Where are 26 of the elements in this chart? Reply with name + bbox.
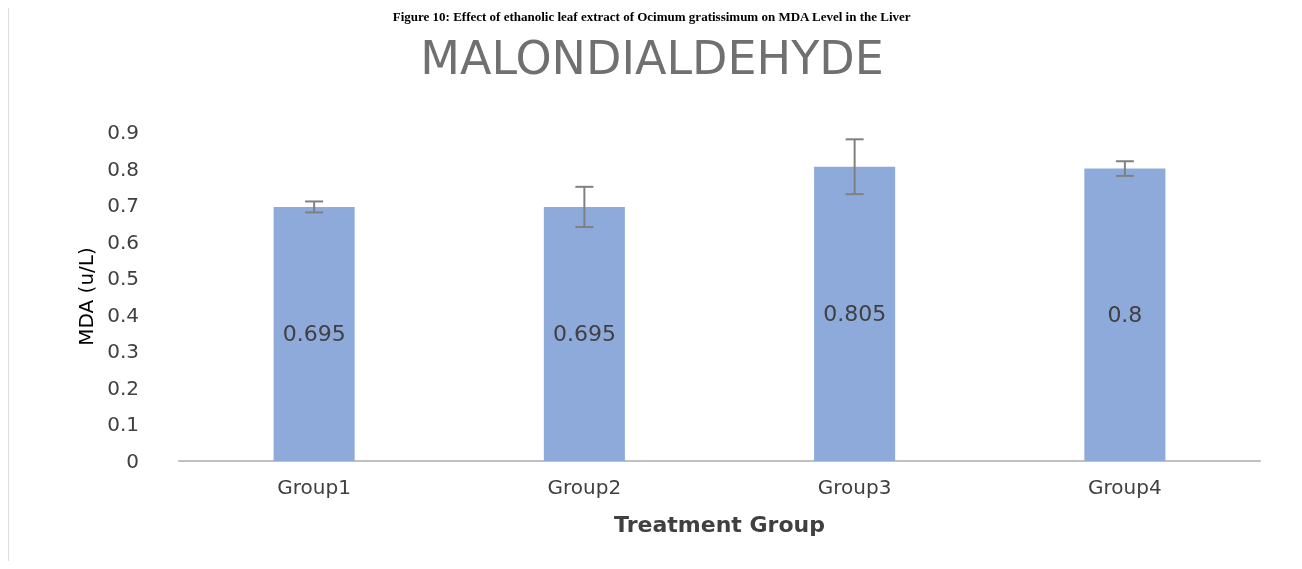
y-tick-label: 0.9: [107, 120, 139, 144]
caption: Figure 10: Effect of ethanolic leaf extract of Ocimum gratissimum on MDA Level in the Liver: [392, 9, 911, 24]
bar: [273, 206, 355, 461]
x-tick-label: Group2: [547, 475, 622, 499]
bar: [543, 206, 625, 461]
y-tick-label: 0.4: [107, 302, 139, 327]
y-axis-title: MDA (u/L): [74, 247, 99, 346]
y-tick-label: 0.2: [107, 375, 139, 400]
data-label: 0.8: [1107, 302, 1143, 328]
y-tick-label: 0.6: [107, 229, 139, 254]
bar: [814, 166, 896, 461]
x-tick-label: Group1: [277, 475, 351, 499]
x-tick-label: Group3: [817, 475, 892, 499]
data-label: 0.695: [282, 321, 346, 347]
y-tick-label: 0.5: [107, 266, 139, 291]
y-tick-label: 0.7: [107, 193, 139, 218]
chart-title: MALONDIALDEHYDE: [420, 31, 884, 85]
y-tick-label: 0.3: [107, 339, 139, 364]
data-label: 0.695: [552, 321, 616, 347]
y-tick-label: 0.1: [107, 412, 139, 437]
y-tick-label: 0.8: [107, 156, 139, 181]
y-tick-label: 0: [126, 449, 139, 473]
data-label: 0.805: [823, 301, 887, 327]
bar: [1084, 168, 1166, 461]
x-axis-title: Treatment Group: [614, 511, 825, 537]
x-tick-label: Group4: [1088, 475, 1162, 499]
